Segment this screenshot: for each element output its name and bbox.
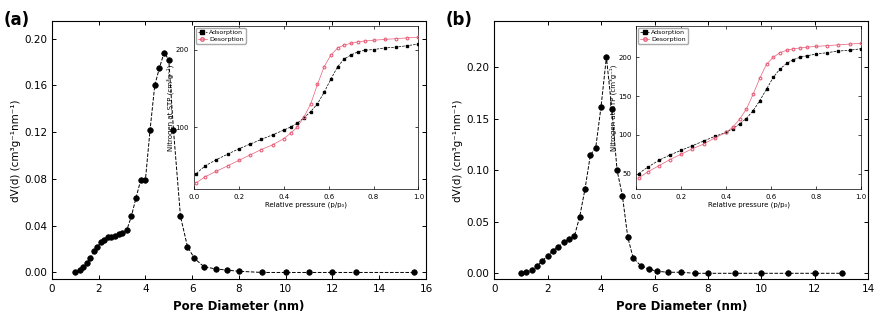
Text: (b): (b) [446,11,472,29]
Y-axis label: dV(d) (cm³g⁻¹nm⁻¹): dV(d) (cm³g⁻¹nm⁻¹) [454,99,463,202]
Text: (a): (a) [4,11,29,29]
X-axis label: Pore Diameter (nm): Pore Diameter (nm) [174,300,305,313]
X-axis label: Pore Diameter (nm): Pore Diameter (nm) [616,300,747,313]
Y-axis label: dV(d) (cm³g⁻¹nm⁻¹): dV(d) (cm³g⁻¹nm⁻¹) [12,99,21,202]
